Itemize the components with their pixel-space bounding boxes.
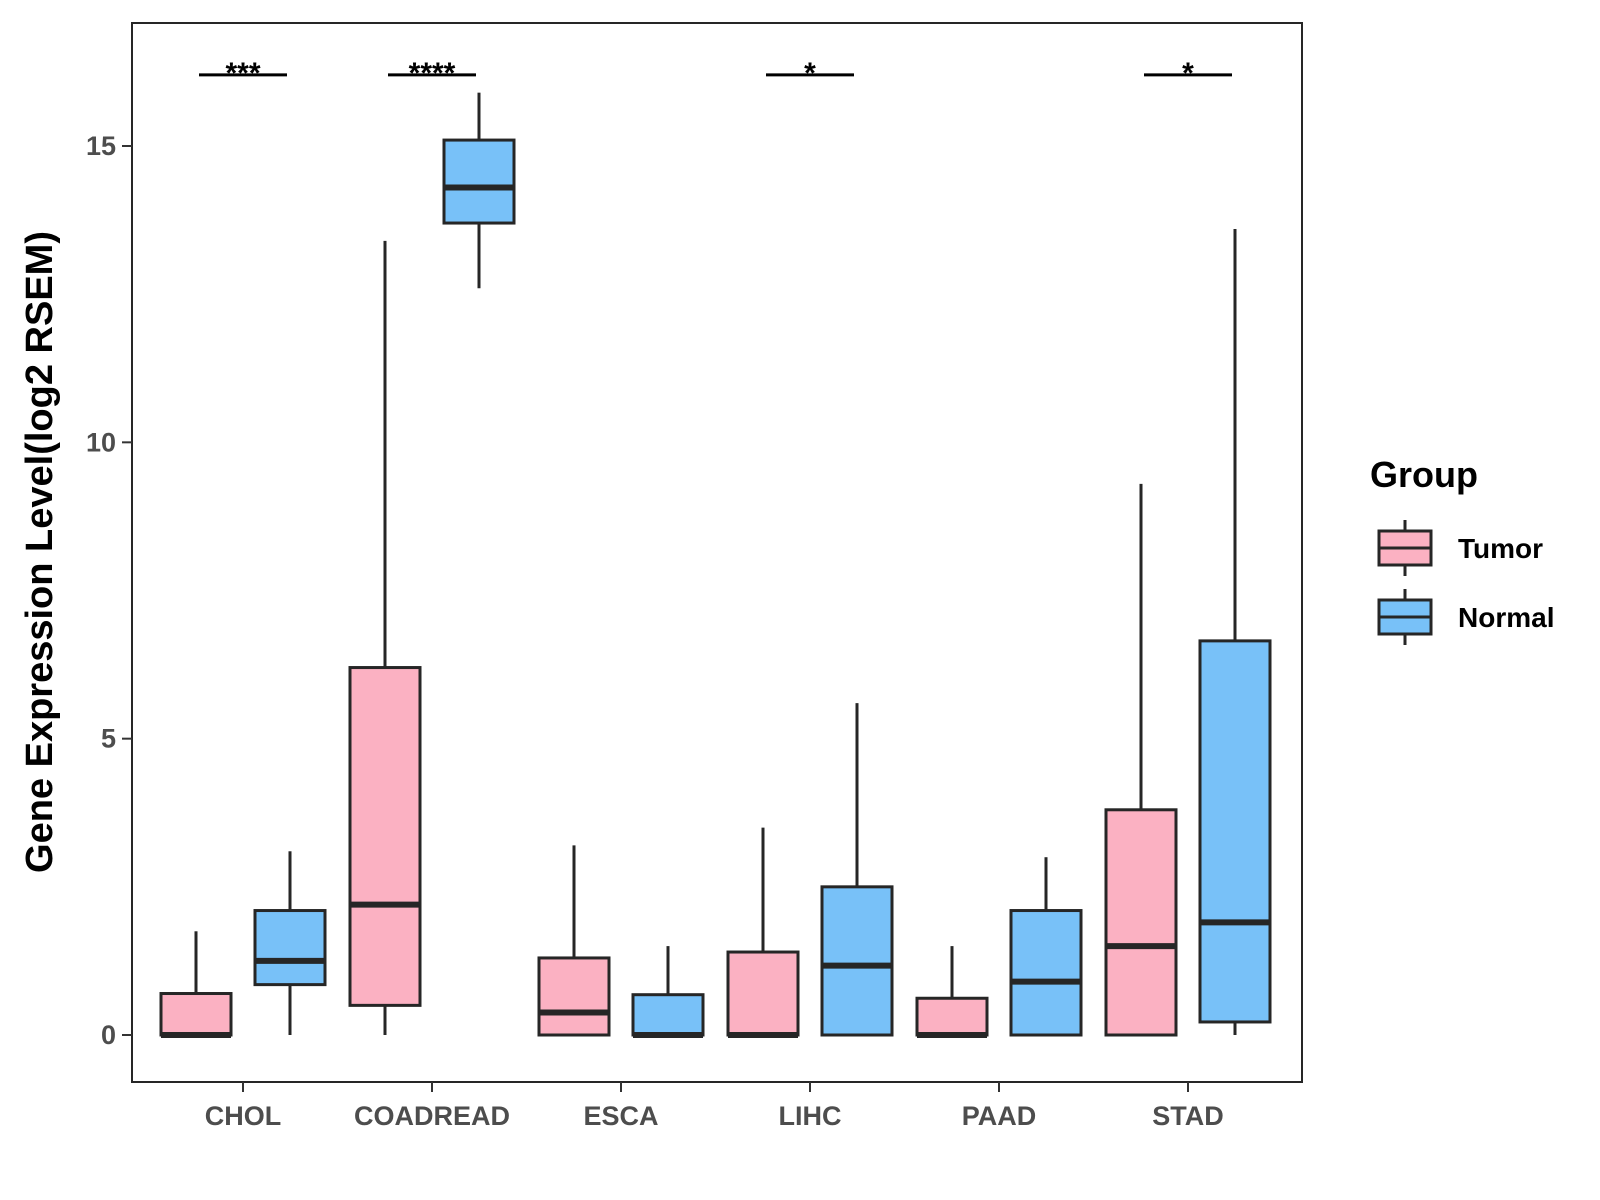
box-iqr <box>159 992 233 1037</box>
y-tick-label: 15 <box>86 131 116 161</box>
box-normal-stad <box>1198 228 1272 1035</box>
x-tick-label: ESCA <box>583 1101 658 1131</box>
significance-layer: *** **** * * <box>199 57 1232 90</box>
y-tick-label: 0 <box>101 1020 116 1050</box>
box-iqr <box>1009 909 1083 1037</box>
box-iqr <box>1198 639 1272 1024</box>
box-iqr <box>442 138 516 225</box>
x-tick-label: CHOL <box>205 1101 282 1131</box>
box-normal-lihc <box>820 703 894 1037</box>
x-tick-label: COADREAD <box>354 1101 510 1131</box>
significance-label: **** <box>409 57 456 90</box>
significance-label: *** <box>225 57 260 90</box>
box-iqr <box>348 666 422 1007</box>
legend-items: Tumor Normal <box>1377 520 1554 645</box>
box-iqr <box>253 909 327 987</box>
legend: Group Tumor Normal <box>1370 454 1554 645</box>
box-tumor-chol <box>159 931 233 1038</box>
box-iqr <box>1104 808 1178 1037</box>
box-tumor-coadread <box>348 240 422 1035</box>
box-iqr <box>537 956 611 1037</box>
box-normal-coadread <box>442 92 516 289</box>
box-iqr <box>820 885 894 1037</box>
box-normal-chol <box>253 851 327 1035</box>
legend-label: Tumor <box>1458 533 1543 564</box>
y-tick-label: 10 <box>86 427 116 457</box>
x-tick-label: PAAD <box>962 1101 1037 1131</box>
box-iqr <box>631 993 705 1037</box>
y-axis-title: Gene Expression Level(log2 RSEM) <box>19 231 61 873</box>
box-tumor-stad <box>1104 483 1178 1037</box>
box-tumor-lihc <box>726 827 800 1038</box>
y-axis: 0 5 10 15 <box>86 131 132 1050</box>
x-axis: CHOL COADREAD ESCA LIHC PAAD STAD <box>205 1082 1224 1131</box>
legend-label: Normal <box>1458 602 1554 633</box>
box-tumor-paad <box>915 946 989 1038</box>
significance-label: * <box>804 57 816 90</box>
x-tick-label: LIHC <box>779 1101 842 1131</box>
x-tick-label: STAD <box>1152 1101 1224 1131</box>
box-iqr <box>915 996 989 1037</box>
legend-item-tumor: Tumor <box>1377 520 1543 576</box>
legend-item-normal: Normal <box>1377 589 1554 645</box>
box-iqr <box>726 950 800 1037</box>
boxes-layer <box>159 92 1272 1038</box>
legend-title: Group <box>1370 454 1478 495</box>
significance-label: * <box>1182 57 1194 90</box>
box-normal-paad <box>1009 857 1083 1037</box>
box-normal-esca <box>631 946 705 1038</box>
y-tick-label: 5 <box>101 724 116 754</box>
box-tumor-esca <box>537 845 611 1037</box>
